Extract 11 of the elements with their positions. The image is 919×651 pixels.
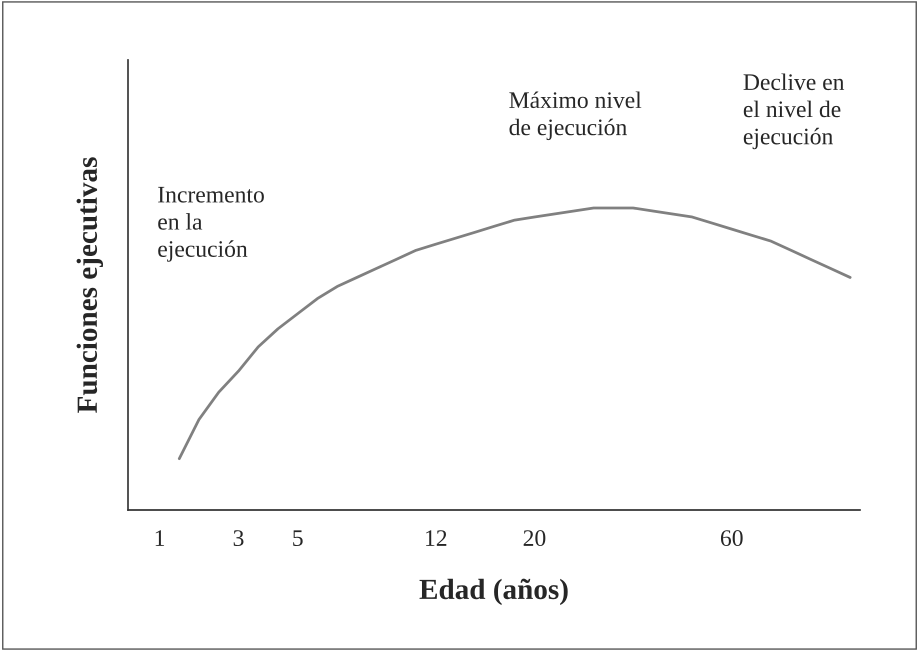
x-tick-label: 5 [293,530,303,546]
x-tick-label: 3 [234,530,244,546]
annotation: Incremento en la ejecución [158,186,264,262]
text: Declive en el nivel de ejecución [744,74,844,150]
x-tick-label: 20 [524,530,546,546]
y-axis-title: Funciones ejecutivas [76,157,103,413]
text: Máximo nivel de ejecución [509,91,642,140]
x-tick-label: 60 [720,530,743,546]
x-axis-title: Edad (años) [420,578,568,606]
x-tick-label: 1 [156,530,164,546]
x-tick-label: 12 [426,530,446,546]
